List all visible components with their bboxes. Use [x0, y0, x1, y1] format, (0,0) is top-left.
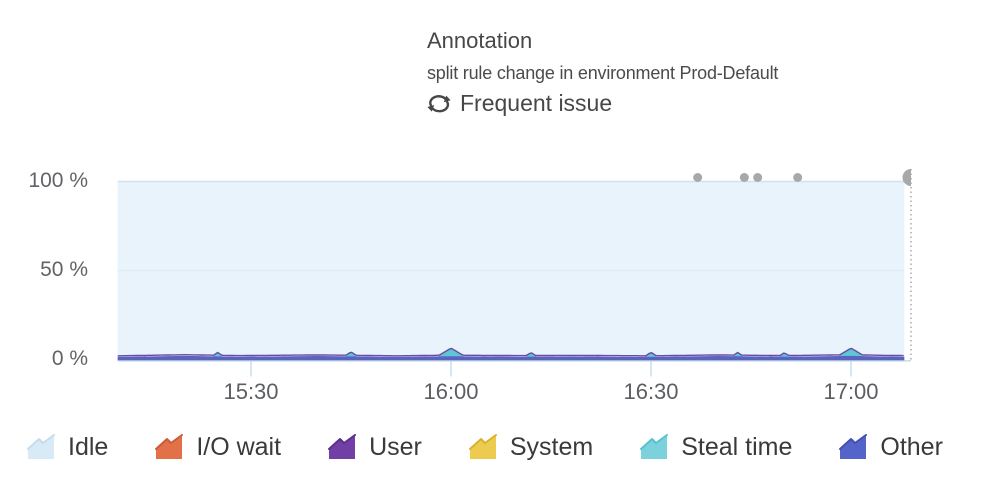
legend-item-other[interactable]: Other [838, 433, 943, 461]
x-tick-label: 16:30 [623, 379, 679, 404]
y-tick-label: 50 % [40, 257, 88, 281]
y-tick-label: 100 % [28, 168, 88, 192]
frequent-issue-label: Frequent issue [460, 90, 613, 116]
legend-label: User [369, 433, 422, 461]
area-chart-icon [468, 434, 497, 459]
legend-item-user[interactable]: User [327, 433, 422, 461]
x-axis: 15:30 16:00 16:30 17:00 [0, 379, 1008, 405]
legend-label: System [509, 433, 594, 461]
legend-label: Steal time [681, 433, 793, 461]
other-band [117, 355, 905, 361]
cycle-arrows-icon [427, 95, 451, 113]
area-chart-icon [27, 434, 55, 459]
legend-label: Other [880, 433, 943, 461]
area-chart-icon [328, 434, 357, 459]
annotation-title: Annotation [427, 28, 533, 53]
annotation-marker-dot[interactable] [793, 173, 803, 182]
user-line [117, 347, 904, 357]
legend-item-system[interactable]: System [468, 433, 593, 461]
legend-item-idle[interactable]: Idle [26, 433, 108, 461]
y-tick-label: 0 % [51, 347, 88, 370]
x-tick-label: 15:30 [223, 379, 279, 404]
area-chart-icon [839, 434, 868, 459]
annotation-tooltip: Annotation split rule change in environm… [427, 28, 778, 117]
annotation-marker-highlighted[interactable] [902, 169, 912, 186]
legend-label: I/O wait [196, 433, 282, 461]
area-chart-icon [155, 434, 184, 459]
annotation-frequent-row: Frequent issue [427, 90, 778, 117]
area-chart-icon [640, 434, 669, 459]
x-tick-label: 16:00 [423, 379, 479, 404]
annotation-marker-dot[interactable] [753, 173, 763, 182]
legend-item-i-o-wait[interactable]: I/O wait [154, 433, 281, 461]
annotation-description: split rule change in environment Prod-De… [427, 63, 779, 83]
chart-legend: Idle I/O wait User System Steal time Oth… [26, 433, 943, 461]
annotation-marker-dot[interactable] [739, 173, 749, 182]
x-tick-label: 17:00 [823, 379, 879, 404]
annotation-marker-dot[interactable] [693, 173, 703, 182]
legend-item-steal-time[interactable]: Steal time [639, 433, 792, 461]
legend-label: Idle [68, 433, 109, 461]
